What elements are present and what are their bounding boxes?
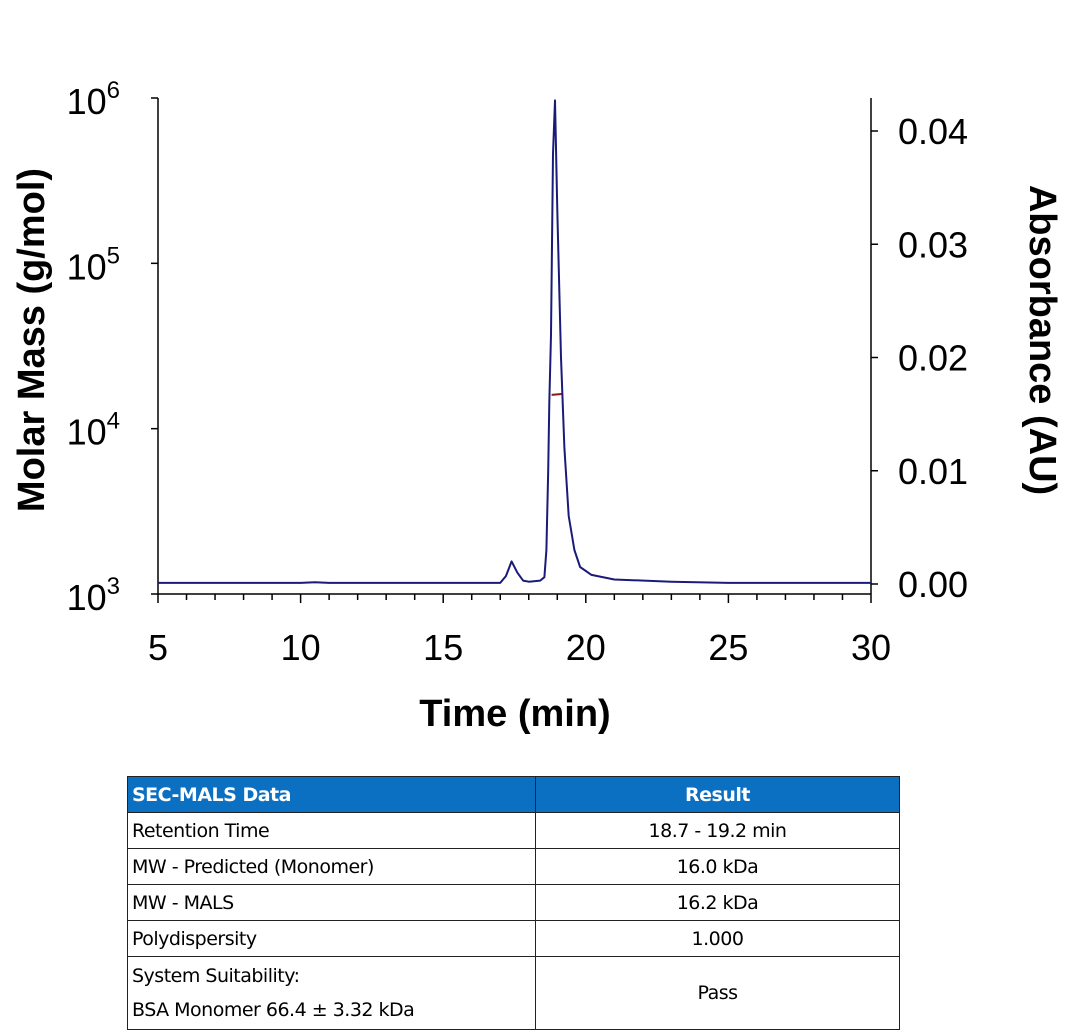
y2-tick-label: 0.00 [898,564,968,605]
row-value: Pass [535,956,900,1030]
x-tick-label: 20 [566,627,606,668]
x-tick-label: 5 [148,627,168,668]
sec-mals-chart: 5 10 15 20 25 30 103 104 105 106 0.00 0.01 0.02 0.03 0… [11,77,1063,735]
x-tick-label: 25 [708,627,748,668]
y-axis-label: Molar Mass (g/mol) [11,168,53,512]
row-value: 18.7 - 19.2 min [535,812,900,849]
sec-mals-table: SEC-MALS Data Result Retention Time 18.7 … [127,776,900,1030]
y-tick-label: 106 [67,77,120,122]
y-tick-label: 105 [67,242,120,287]
row-label-line2: BSA Monomer 66.4 ± 3.32 kDa [132,999,415,1021]
row-value: 16.0 kDa [535,848,900,885]
table-header-row: SEC-MALS Data Result [127,776,900,813]
row-label-line1: System Suitability: [132,965,300,987]
x-tick-label: 30 [851,627,891,668]
table-row: Polydispersity 1.000 [127,920,900,957]
x-axis-label: Time (min) [419,693,610,735]
table-row: Retention Time 18.7 - 19.2 min [127,812,900,849]
table-row: MW - Predicted (Monomer) 16.0 kDa [127,848,900,885]
absorbance-trace [158,99,871,584]
x-tick-label: 15 [423,627,463,668]
row-label: System Suitability: BSA Monomer 66.4 ± 3.… [127,956,536,1030]
row-label: Retention Time [127,812,536,849]
row-label: MW - MALS [127,884,536,921]
x-tick-label: 10 [281,627,321,668]
table-header: Result [535,776,900,813]
row-label: MW - Predicted (Monomer) [127,848,536,885]
y-tick-label: 104 [67,408,120,453]
y2-tick-label: 0.04 [898,111,968,152]
y2-tick-label: 0.02 [898,338,968,379]
y2-axis-label: Absorbance (AU) [1021,185,1063,495]
table-row: System Suitability: BSA Monomer 66.4 ± 3.… [127,956,900,1030]
y2-tick-label: 0.01 [898,451,968,492]
table-header: SEC-MALS Data [127,776,536,813]
y2-tick-label: 0.03 [898,224,968,265]
molar-mass-trace [551,393,562,396]
row-label: Polydispersity [127,920,536,957]
row-value: 1.000 [535,920,900,957]
row-value: 16.2 kDa [535,884,900,921]
y-tick-label: 103 [67,573,120,618]
table-row: MW - MALS 16.2 kDa [127,884,900,921]
